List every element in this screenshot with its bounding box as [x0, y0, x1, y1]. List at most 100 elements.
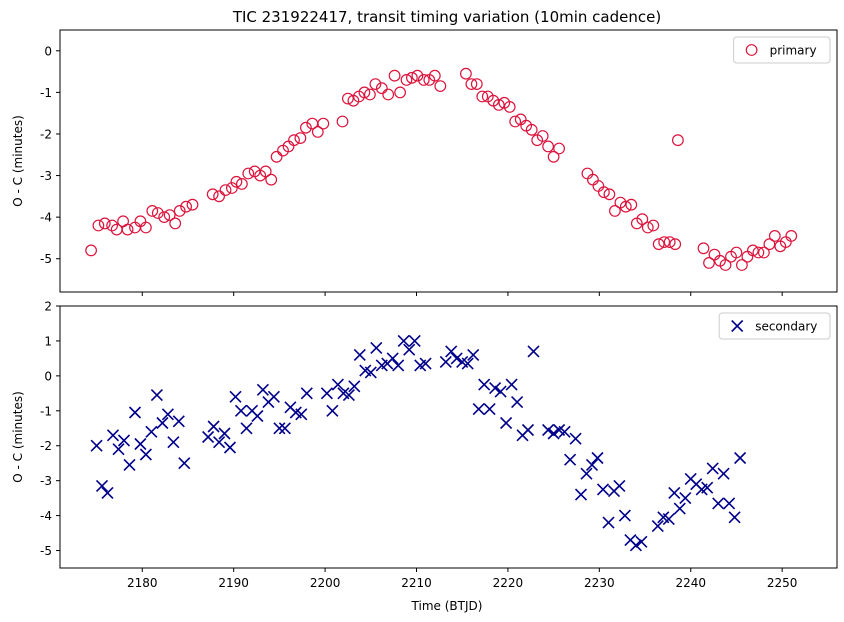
data-point [602, 516, 615, 529]
data-point [300, 121, 312, 134]
data-point [752, 246, 765, 259]
data-point [450, 352, 463, 365]
data-point [242, 167, 255, 180]
data-point [542, 423, 555, 437]
data-point [106, 429, 120, 442]
data-point [525, 123, 538, 136]
legend-marker [745, 44, 758, 56]
data-point [326, 404, 339, 417]
data-point [647, 219, 660, 232]
y-tick-label: -4 [40, 211, 52, 225]
data-point [569, 432, 582, 445]
y-axis-label: O - C (minutes) [11, 115, 25, 207]
data-point [206, 188, 219, 201]
data-point [619, 200, 632, 213]
data-point [641, 221, 654, 234]
data-point [527, 345, 540, 358]
data-point [156, 416, 169, 430]
data-point [92, 219, 105, 232]
y-tick-label: -5 [40, 544, 52, 558]
data-point [234, 404, 248, 417]
data-point [392, 359, 405, 372]
y-axis-label: O - C (minutes) [11, 391, 25, 483]
legend-box [733, 36, 831, 64]
y-tick-label: -1 [40, 86, 52, 100]
data-point [580, 467, 593, 480]
data-point [397, 334, 410, 347]
data-point [500, 416, 513, 430]
data-point [411, 69, 424, 82]
y-tick-label: -1 [40, 404, 52, 418]
y-tick-label: -2 [40, 439, 52, 453]
data-point [598, 186, 610, 199]
data-point [461, 357, 474, 370]
data-point [470, 78, 483, 90]
x-tick-label: 2250 [767, 576, 798, 590]
data-point [223, 441, 237, 454]
data-point [172, 415, 185, 428]
data-point [521, 423, 535, 437]
data-point [98, 217, 111, 230]
x-tick-label: 2210 [401, 576, 432, 590]
y-tick-label: -5 [40, 252, 52, 266]
y-tick-label: -3 [40, 474, 52, 488]
data-point [706, 462, 719, 475]
data-point [348, 380, 361, 393]
data-point [662, 513, 675, 526]
data-point [719, 259, 732, 271]
data-point [95, 479, 109, 492]
data-point [358, 86, 371, 99]
data-point [460, 67, 472, 80]
data-point [342, 389, 355, 402]
data-point [406, 71, 418, 84]
x-tick-label: 2230 [584, 576, 615, 590]
data-point [219, 184, 232, 197]
data-point [270, 150, 283, 163]
chart-title: TIC 231922417, transit timing variation … [232, 8, 661, 26]
data-point [609, 204, 621, 217]
data-point [251, 409, 264, 423]
data-point [386, 352, 399, 365]
axes-frame [59, 29, 838, 293]
data-point [169, 217, 182, 230]
data-point [240, 422, 253, 435]
panel-primary: 0 -1 -2 -3 -4 -5 O - C (minutes) primary [11, 29, 838, 296]
data-point [663, 236, 676, 249]
data-point [613, 479, 626, 492]
data-point [213, 190, 226, 203]
panel-secondary: 2 1 0 -1 -2 -3 -4 -5 2180 2190 2200 2210 2220 2230 224… [11, 300, 838, 590]
data-point [112, 443, 125, 456]
data-point [123, 458, 136, 471]
data-point [758, 246, 770, 259]
y-tick-label: 2 [44, 300, 52, 314]
data-point [342, 92, 354, 105]
data-point [320, 387, 333, 400]
data-point [394, 86, 407, 99]
data-point [278, 422, 291, 435]
data-point [419, 357, 432, 370]
data-point [465, 78, 478, 90]
data-point [505, 378, 518, 391]
axes-frame [59, 305, 838, 569]
y-tick-label: 0 [44, 44, 52, 58]
data-point [672, 134, 684, 147]
data-point [668, 486, 681, 499]
data-point [734, 451, 747, 465]
data-point [489, 382, 502, 395]
data-point [636, 213, 649, 226]
data-point [163, 209, 176, 222]
data-point [167, 436, 180, 449]
data-point [679, 492, 692, 505]
data-point [574, 488, 588, 501]
data-point [763, 238, 776, 251]
data-point [768, 229, 781, 242]
data-point [229, 390, 242, 403]
data-point [259, 165, 272, 178]
x-tick-label: 2220 [493, 576, 524, 590]
data-point [256, 383, 269, 396]
x-tick-label: 2180 [127, 576, 158, 590]
data-point [509, 115, 522, 128]
data-points [85, 67, 798, 271]
data-point [728, 511, 741, 524]
